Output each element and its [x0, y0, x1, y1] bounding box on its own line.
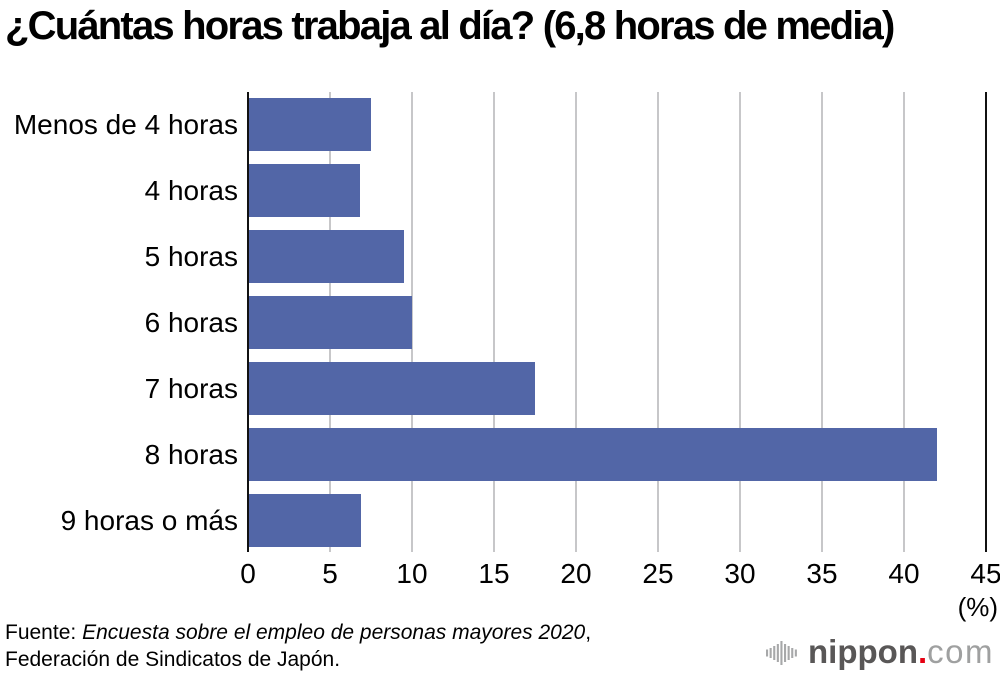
chart-title: ¿Cuántas horas trabaja al día? (6,8 hora… — [5, 4, 895, 48]
red-dot: . — [917, 632, 928, 670]
x-tick-label: 5 — [322, 558, 338, 589]
bar — [249, 428, 937, 481]
gridline — [493, 92, 495, 552]
x-axis-unit-label: (%) — [957, 592, 998, 622]
category-label: 5 horas — [144, 241, 238, 272]
x-tick-label: 45 — [970, 558, 1000, 589]
x-tick-label: 15 — [478, 558, 510, 589]
gridline — [575, 92, 577, 552]
x-tick-label: 30 — [724, 558, 756, 589]
x-tick-label: 40 — [888, 558, 920, 589]
x-tick-label: 20 — [560, 558, 592, 589]
plot-right-border — [985, 92, 987, 552]
source-prefix: Fuente: — [5, 621, 83, 644]
source-organization: Federación de Sindicatos de Japón. — [5, 648, 341, 671]
bar — [249, 296, 412, 349]
bar — [249, 98, 371, 151]
gridline — [739, 92, 741, 552]
y-axis-line — [247, 92, 249, 552]
x-tick-label: 0 — [240, 558, 256, 589]
gridline — [821, 92, 823, 552]
bar — [249, 164, 360, 217]
gridline — [903, 92, 905, 552]
nippon-logo-text: nippon.com — [808, 632, 994, 670]
soundwave-icon — [766, 641, 797, 665]
source-comma: , — [585, 621, 592, 644]
category-label: 9 horas o más — [60, 505, 238, 536]
category-label: 6 horas — [144, 307, 238, 338]
x-tick-label: 35 — [806, 558, 838, 589]
x-tick-label: 25 — [642, 558, 674, 589]
category-label: 7 horas — [144, 373, 238, 404]
category-label: Menos de 4 horas — [13, 109, 238, 140]
source-note: Fuente: Encuesta sobre el empleo de pers… — [5, 619, 591, 673]
category-label: 4 horas — [144, 175, 238, 206]
bar — [249, 494, 362, 547]
bar — [249, 362, 535, 415]
nippon-logo: nippon.com — [765, 633, 994, 669]
source-title: Encuesta sobre el empleo de personas may… — [82, 621, 586, 644]
bar — [249, 230, 404, 283]
gridline — [411, 92, 413, 552]
x-tick-label: 10 — [396, 558, 428, 589]
category-label: 8 horas — [144, 439, 238, 470]
gridline — [657, 92, 659, 552]
